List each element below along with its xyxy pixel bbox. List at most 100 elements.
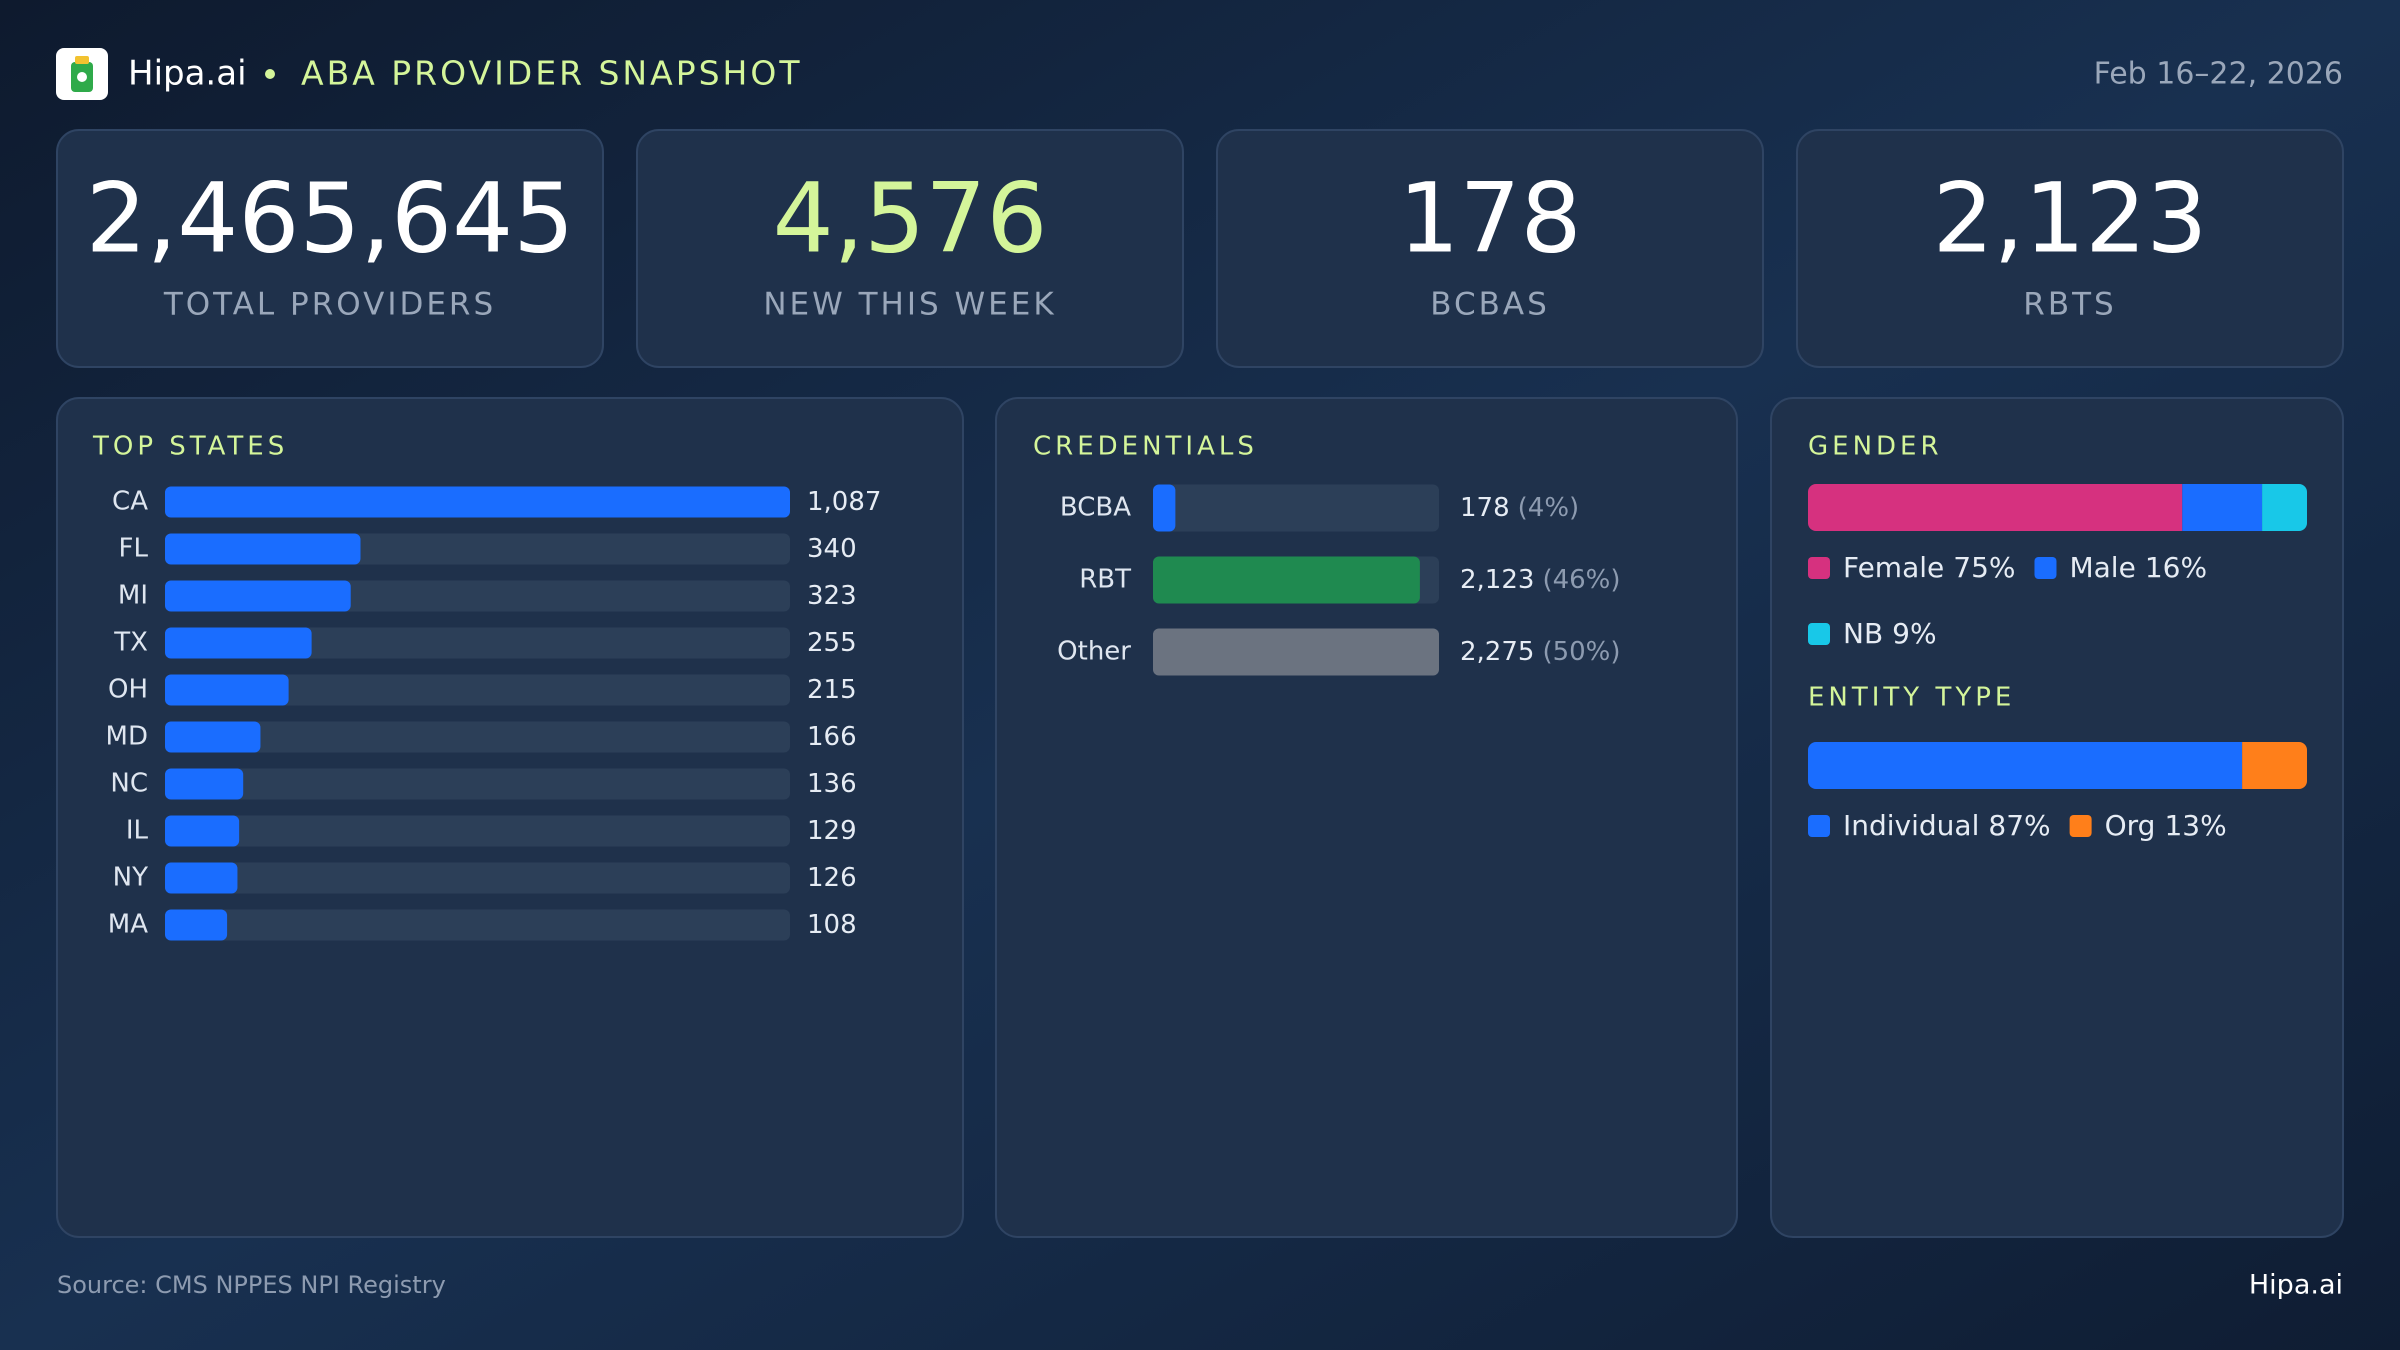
kpi-card (636, 129, 1184, 368)
bar-track (165, 815, 790, 847)
bar (165, 674, 289, 706)
bar-segment (2242, 742, 2307, 789)
separator-dot (265, 69, 275, 79)
kpi-value: 178 (1398, 162, 1581, 274)
kpi-value: 2,465,645 (86, 162, 575, 274)
value-label: 2,275 (50%) (1460, 637, 1621, 667)
legend-item: Org 13% (2069, 809, 2227, 842)
bar (165, 627, 312, 659)
value-text: 136 (807, 769, 857, 799)
category-label: RBT (1079, 565, 1131, 595)
source-note: Source: CMS NPPES NPI Registry (57, 1271, 446, 1299)
value-text: 340 (807, 534, 857, 564)
bar (165, 533, 361, 565)
bar-track (165, 862, 790, 894)
category-label: TX (113, 628, 148, 658)
bar (165, 909, 228, 941)
value-label: 255 (807, 628, 857, 658)
bar (1153, 628, 1439, 676)
bar-segment (1808, 484, 2183, 531)
bar-segment (2262, 484, 2307, 531)
legend-value: 9% (1892, 617, 1936, 650)
category-label: MA (108, 910, 148, 940)
bar-track (165, 627, 790, 659)
value-text: 215 (807, 675, 857, 705)
value-label: 108 (807, 910, 857, 940)
legend-swatch (1808, 623, 1830, 645)
panel-title: CREDENTIALS (1033, 432, 1258, 462)
stacked-bar (1808, 484, 2307, 531)
legend-value: 75% (1953, 551, 2015, 584)
category-label: OH (108, 675, 148, 705)
legend-value: 13% (2164, 809, 2226, 842)
legend-swatch (2069, 815, 2092, 837)
kpi-value: 4,576 (773, 162, 1048, 274)
logo (56, 48, 108, 100)
legend-item: NB 9% (1808, 617, 1937, 650)
kpi-card (1796, 129, 2344, 368)
value-text: 108 (807, 910, 857, 940)
value-label: 2,123 (46%) (1460, 565, 1621, 595)
legend-label: NB 9% (1843, 617, 1937, 650)
kpi-label: BCBAS (1430, 287, 1550, 323)
legend-label: Female 75% (1843, 551, 2015, 584)
legend-label: Male 16% (2069, 551, 2207, 584)
value-label: 136 (807, 769, 857, 799)
value-label: 126 (807, 863, 857, 893)
category-label: NC (110, 769, 148, 799)
bar-track (165, 721, 790, 753)
value-label: 323 (807, 581, 857, 611)
category-label: Other (1057, 637, 1131, 667)
legend-value: 16% (2145, 551, 2207, 584)
value-label: 1,087 (807, 487, 881, 517)
kpi-value: 2,123 (1933, 162, 2208, 274)
legend-name: Female (1843, 551, 1944, 584)
panel (995, 397, 1738, 1238)
category-label: MI (118, 581, 148, 611)
share-text: (46%) (1542, 565, 1620, 595)
value-text: 178 (1460, 493, 1510, 523)
legend-name: Individual (1843, 809, 1979, 842)
legend-label: Org 13% (2105, 809, 2227, 842)
value-text: 2,123 (1460, 565, 1534, 595)
legend-name: NB (1843, 617, 1883, 650)
value-text: 126 (807, 863, 857, 893)
legend-swatch (2034, 557, 2057, 579)
legend-item: Individual 87% (1808, 809, 2051, 842)
value-text: 129 (807, 816, 857, 846)
category-label: NY (113, 863, 148, 893)
category-label: MD (106, 722, 148, 752)
value-label: 178 (4%) (1460, 493, 1579, 523)
category-label: BCBA (1060, 493, 1131, 523)
bar (1153, 556, 1420, 604)
legend-name: Male (2069, 551, 2135, 584)
kpi-label: RBTS (2023, 287, 2116, 323)
kpi-card (1216, 129, 1764, 368)
value-text: 323 (807, 581, 857, 611)
legend-name: Org (2105, 809, 2156, 842)
bar-track (165, 768, 790, 800)
bar (165, 580, 351, 612)
panel-title: TOP STATES (92, 432, 288, 462)
value-text: 166 (807, 722, 857, 752)
value-text: 1,087 (807, 487, 881, 517)
legend-item: Male 16% (2034, 551, 2207, 584)
bar-segment (1808, 742, 2243, 789)
value-text: 255 (807, 628, 857, 658)
kpi-label: TOTAL PROVIDERS (163, 287, 496, 323)
value-label: 129 (807, 816, 857, 846)
value-text: 2,275 (1460, 637, 1534, 667)
category-label: IL (126, 816, 149, 846)
kpi-label: NEW THIS WEEK (763, 287, 1056, 323)
panel (1770, 397, 2344, 1238)
legend-swatch (1808, 557, 1830, 579)
bar-track (165, 674, 790, 706)
bar (165, 862, 238, 894)
kpi-card (56, 129, 604, 368)
category-label: CA (112, 487, 148, 517)
share-text: (4%) (1518, 493, 1580, 523)
bar (165, 721, 261, 753)
legend-value: 87% (1988, 809, 2050, 842)
page-title: ABA PROVIDER SNAPSHOT (301, 54, 803, 93)
